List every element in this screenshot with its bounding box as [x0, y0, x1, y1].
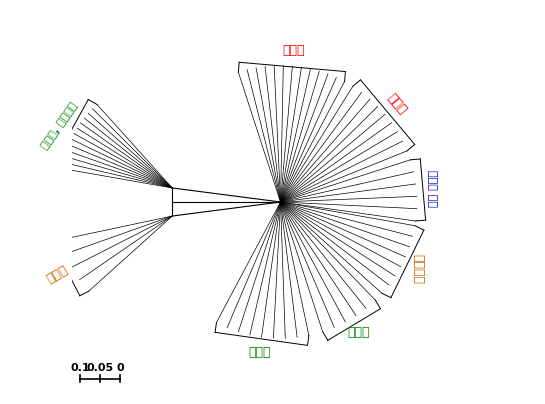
Text: 로메인, 버터헤드: 로메인, 버터헤드	[40, 101, 80, 151]
Text: 청치마: 청치마	[248, 347, 270, 360]
Text: 볼상추: 볼상추	[45, 263, 71, 286]
Text: 적축면: 적축면	[282, 44, 305, 57]
Text: 잎상추 계통: 잎상추 계통	[427, 170, 438, 207]
Text: 0.1: 0.1	[70, 363, 90, 373]
Text: 0: 0	[116, 363, 124, 373]
Text: 청축면: 청축면	[348, 326, 370, 339]
Text: 치마상추: 치마상추	[411, 254, 424, 284]
Text: 0.05: 0.05	[87, 363, 113, 373]
Text: 적치마: 적치마	[385, 91, 409, 117]
